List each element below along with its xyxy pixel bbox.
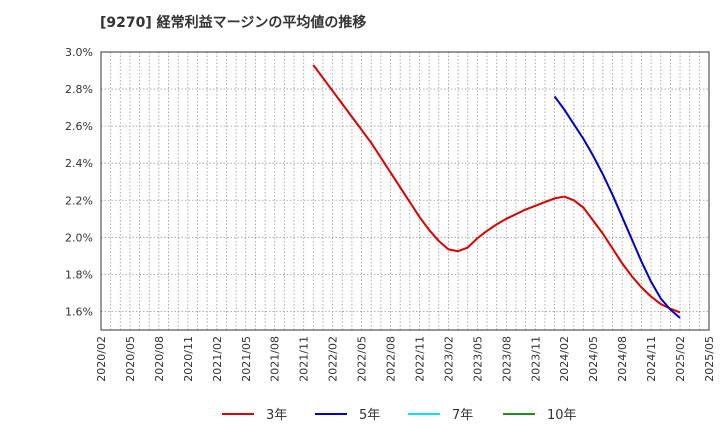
legend-item: 10年 — [503, 408, 577, 423]
y-tick-label: 2.0% — [65, 231, 93, 244]
series-layer — [312, 64, 681, 319]
x-tick-labels: 2020/02 2020/05 2020/08 2020/11 2021/02 2021/… — [95, 336, 716, 382]
legend-item: 5年 — [315, 408, 380, 423]
x-tick-label: 2021/05 — [240, 336, 253, 382]
x-tick-label: 2022/11 — [413, 336, 426, 382]
y-tick-label: 2.2% — [65, 194, 93, 207]
y-tick-label: 2.4% — [65, 157, 93, 170]
x-tick-label: 2023/02 — [442, 336, 455, 382]
series-line-5年 — [553, 95, 681, 319]
x-tick-label: 2020/08 — [153, 336, 166, 382]
legend-label: 5年 — [359, 408, 380, 423]
x-tick-label: 2020/02 — [95, 336, 108, 382]
x-tick-label: 2024/11 — [645, 336, 658, 382]
x-tick-label: 2024/08 — [616, 336, 629, 382]
y-tick-label: 1.6% — [65, 305, 93, 318]
x-tick-label: 2022/02 — [327, 336, 340, 382]
plot-frame — [100, 51, 710, 331]
legend-label: 7年 — [452, 408, 473, 423]
legend-item: 7年 — [408, 408, 473, 423]
x-tick-label: 2025/05 — [703, 336, 716, 382]
legend-label: 10年 — [547, 408, 577, 423]
x-tick-label: 2024/05 — [587, 336, 600, 382]
y-tick-label: 2.6% — [65, 120, 93, 133]
series-line-3年 — [312, 64, 681, 314]
y-tick-label: 2.8% — [65, 83, 93, 96]
y-tick-label: 1.8% — [65, 268, 93, 281]
x-tick-label: 2024/02 — [558, 336, 571, 382]
y-tick-labels: 1.6% 1.8% 2.0% 2.2% 2.4% 2.6% 2.8% 3.0% — [65, 46, 93, 318]
x-tick-label: 2022/08 — [385, 336, 398, 382]
x-tick-label: 2021/02 — [211, 336, 224, 382]
legend-item: 3年 — [222, 408, 287, 423]
x-tick-label: 2023/11 — [529, 336, 542, 382]
x-tick-label: 2022/05 — [356, 336, 369, 382]
legend-label: 3年 — [266, 408, 287, 423]
x-tick-label: 2020/05 — [124, 336, 137, 382]
grid-layer — [100, 51, 710, 330]
x-tick-label: 2020/11 — [182, 336, 195, 382]
x-tick-label: 2021/11 — [298, 336, 311, 382]
y-tick-label: 3.0% — [65, 46, 93, 59]
legend: 3年 5年 7年 10年 — [222, 408, 577, 423]
x-tick-label: 2023/08 — [500, 336, 513, 382]
chart-title: [9270] 経常利益マージンの平均値の推移 — [100, 15, 367, 31]
x-tick-label: 2021/08 — [269, 336, 282, 382]
x-tick-label: 2023/05 — [471, 336, 484, 382]
x-tick-label: 2025/02 — [674, 336, 687, 382]
